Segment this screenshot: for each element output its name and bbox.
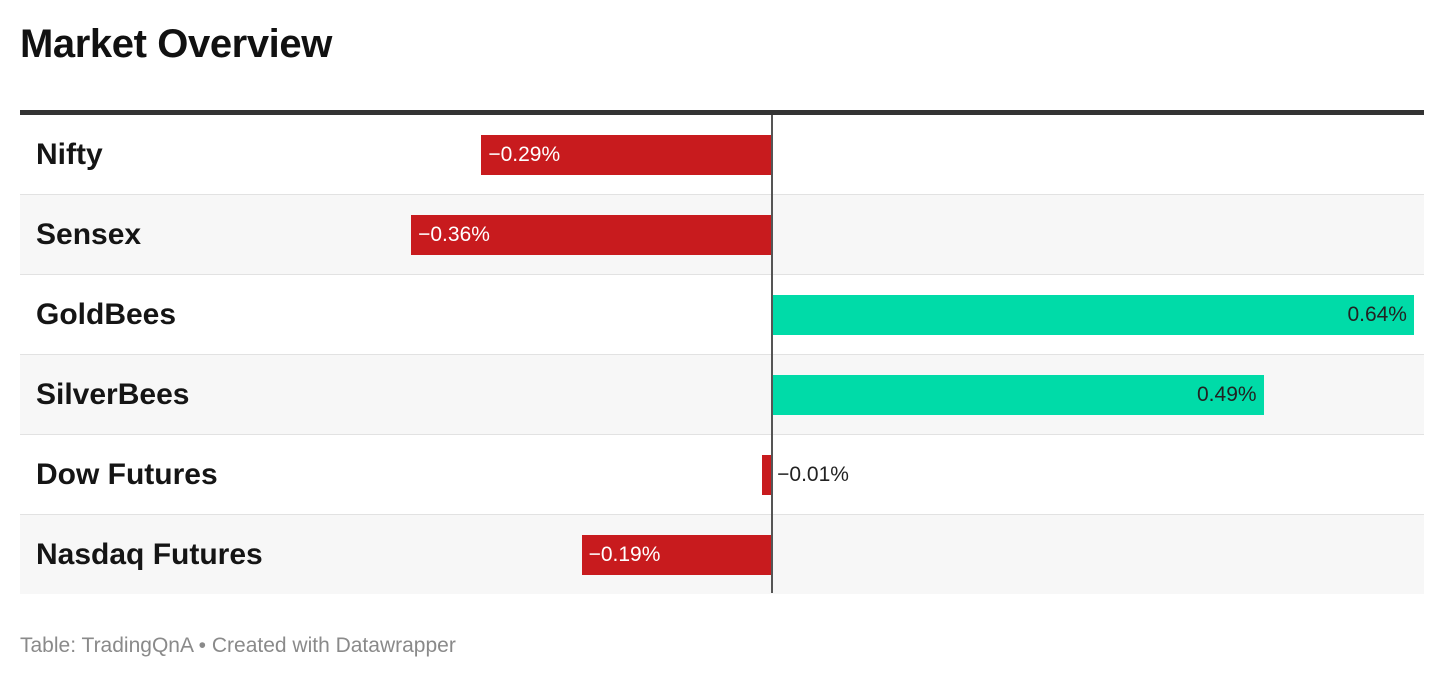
- table-row: SilverBees 0.49%: [20, 355, 1424, 435]
- bar-value-label: −0.19%: [588, 543, 661, 566]
- row-label: GoldBees: [36, 298, 177, 331]
- chart-title: Market Overview: [20, 22, 332, 66]
- footer-credit[interactable]: Created with Datawrapper: [211, 634, 456, 657]
- table-row: GoldBees 0.64%: [20, 275, 1424, 355]
- positive-bar: [772, 295, 1414, 335]
- footer-source[interactable]: TradingQnA: [81, 634, 193, 657]
- bar-area: −0.36%: [20, 195, 1424, 274]
- footer-source-label: Table:: [20, 634, 77, 657]
- negative-bar: [411, 215, 773, 255]
- row-label: Nifty: [36, 138, 103, 171]
- table-row: Dow Futures −0.01%: [20, 435, 1424, 515]
- bar-table: Nifty −0.29% Sensex −0.36% GoldBees 0.64% Silv…: [20, 110, 1424, 594]
- bar-value-label: 0.64%: [1347, 303, 1407, 326]
- negative-bar: [581, 535, 773, 575]
- row-label: Dow Futures: [36, 458, 218, 491]
- bar-area: 0.64%: [20, 275, 1424, 354]
- negative-bar: [481, 135, 773, 175]
- bar-value-label: −0.29%: [488, 143, 561, 166]
- table-row: Nifty −0.29%: [20, 115, 1424, 195]
- row-label: Nasdaq Futures: [36, 538, 263, 571]
- bar-area: 0.49%: [20, 355, 1424, 434]
- positive-bar: [772, 375, 1264, 415]
- footer-separator: •: [198, 634, 207, 657]
- bar-area: −0.01%: [20, 435, 1424, 514]
- bar-value-label: 0.49%: [1197, 383, 1257, 406]
- chart-footer: Table: TradingQnA • Created with Datawra…: [20, 634, 456, 658]
- table-row: Sensex −0.36%: [20, 195, 1424, 275]
- bar-area: −0.29%: [20, 115, 1424, 194]
- table-row: Nasdaq Futures −0.19%: [20, 515, 1424, 594]
- bar-value-label: −0.01%: [777, 463, 849, 486]
- bar-area: −0.19%: [20, 515, 1424, 594]
- row-label: Sensex: [36, 218, 142, 251]
- bar-value-label: −0.36%: [418, 223, 490, 246]
- negative-bar: [762, 455, 773, 495]
- row-label: SilverBees: [36, 378, 190, 411]
- zero-axis-line: [771, 115, 774, 593]
